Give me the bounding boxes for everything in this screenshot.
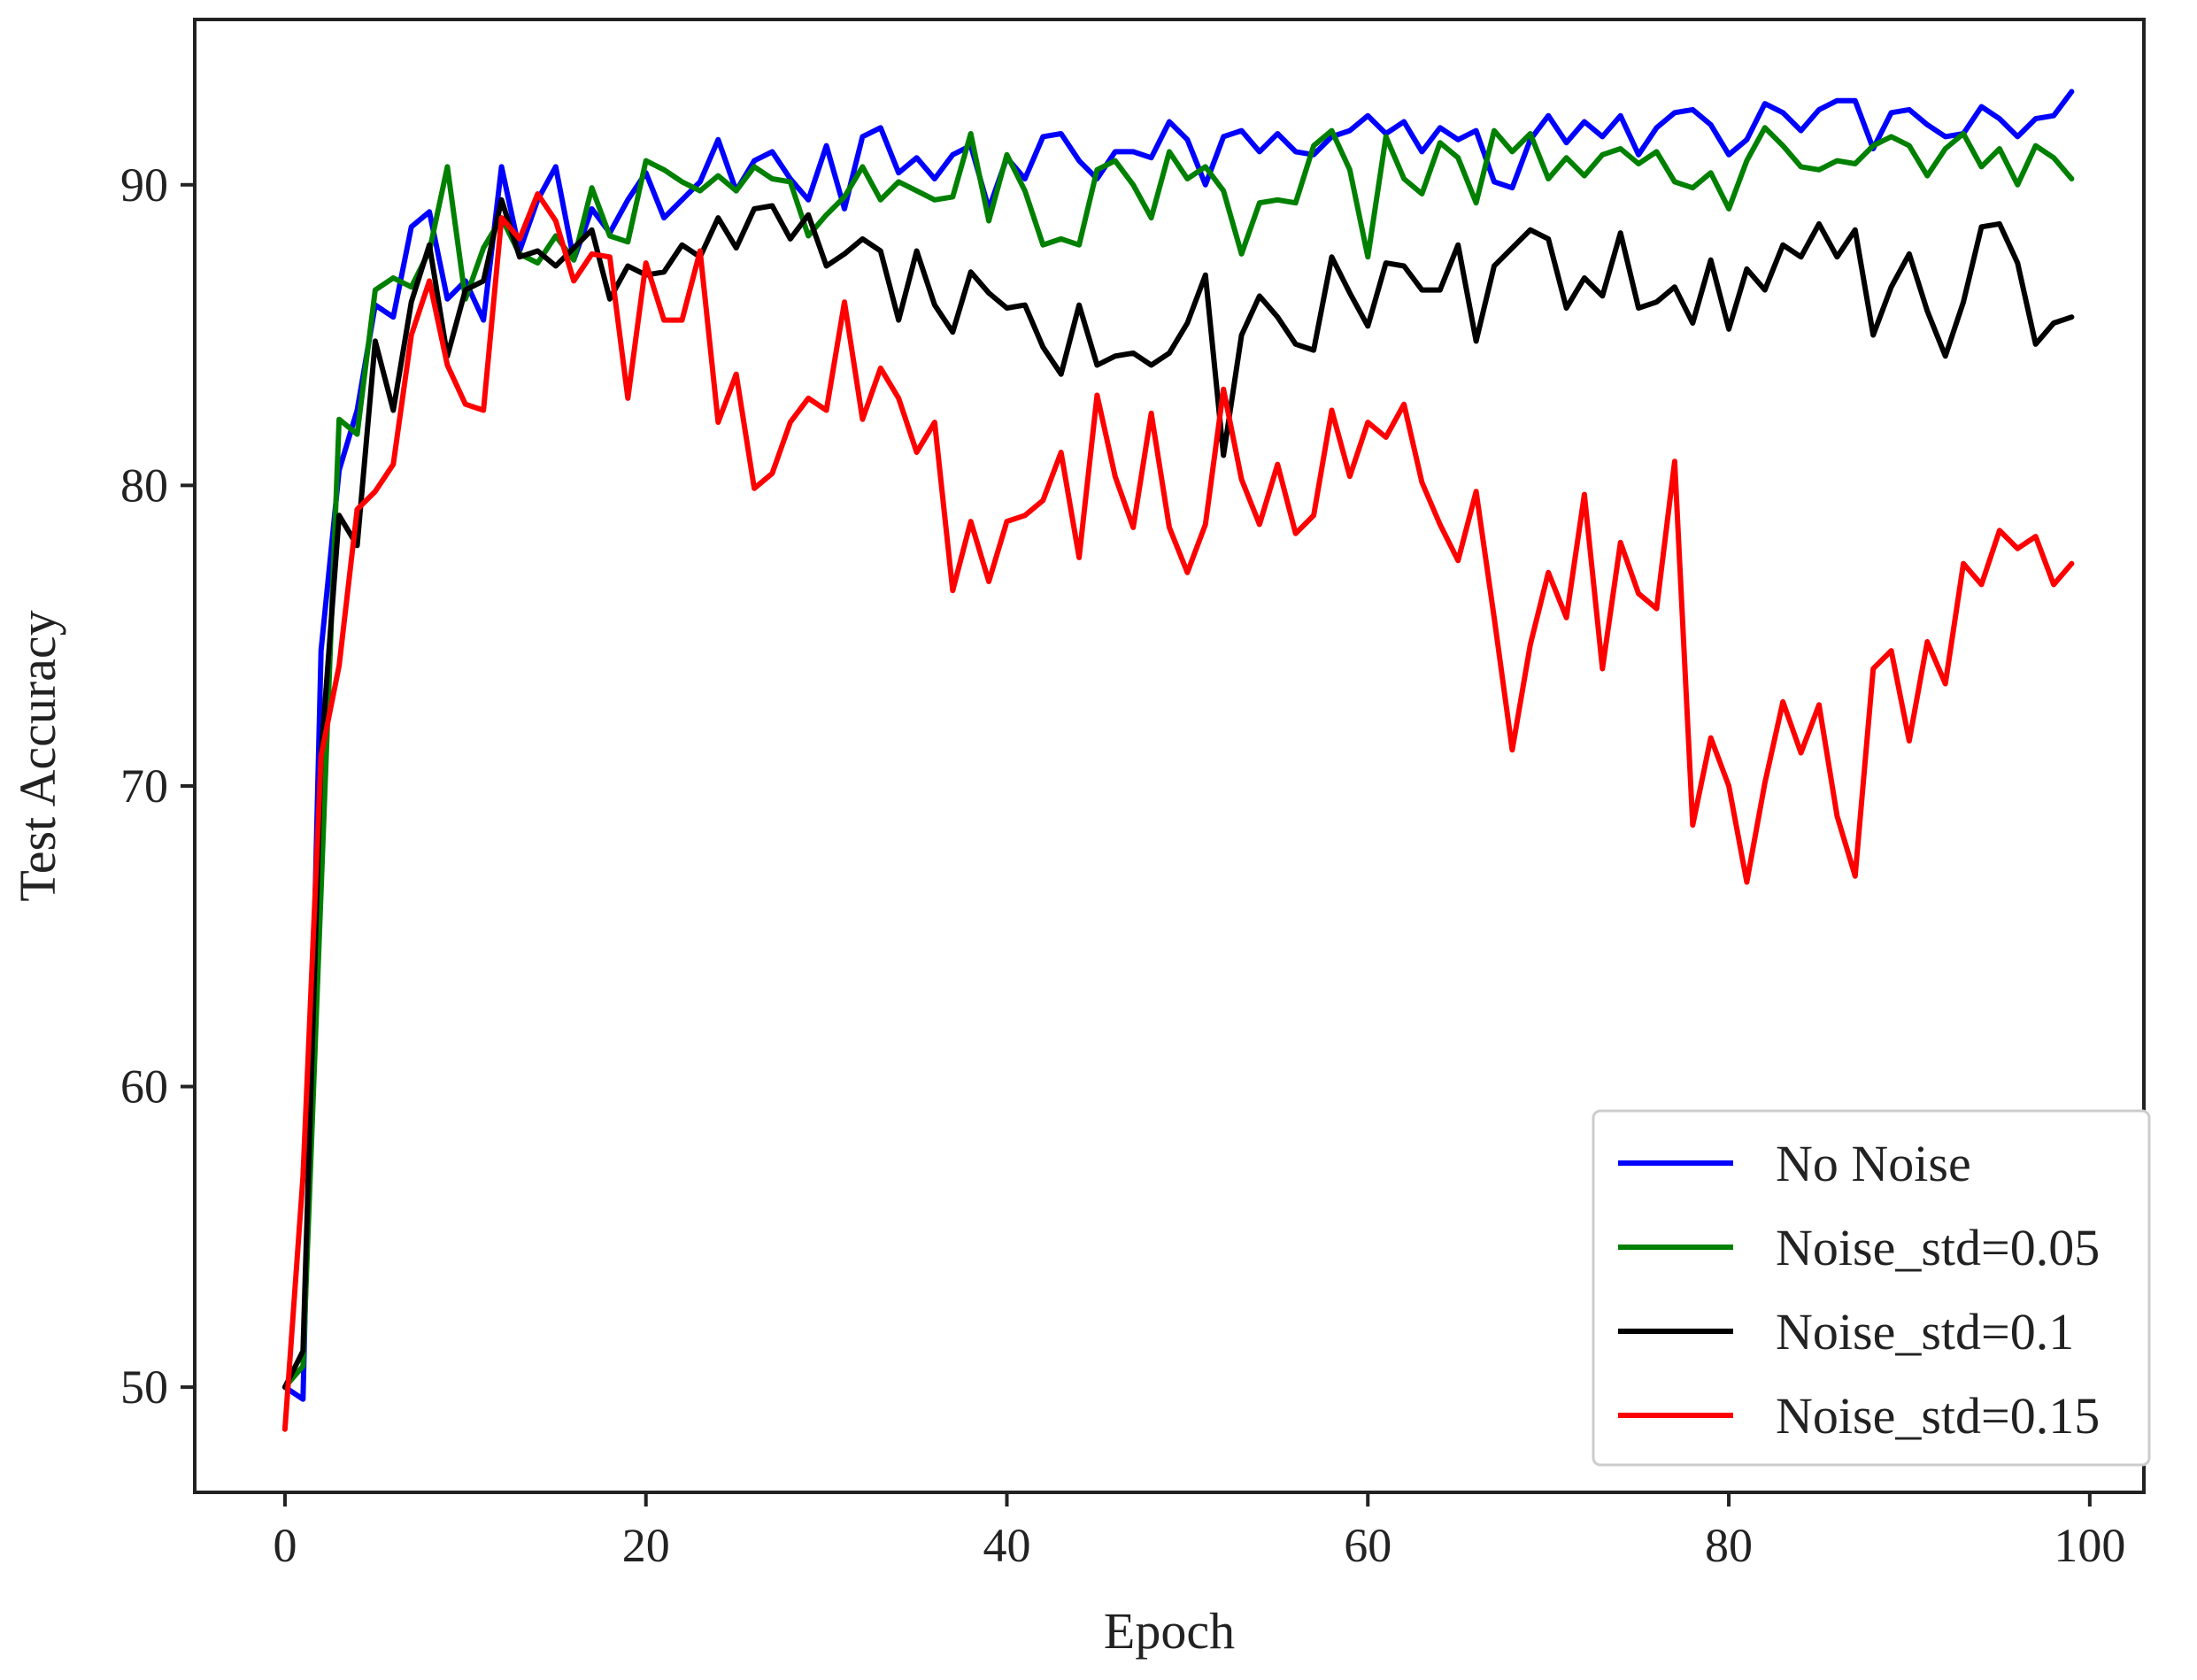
legend-label-3: Noise_std=0.15 <box>1776 1387 2100 1445</box>
x-tick-label: 100 <box>2054 1519 2125 1572</box>
series-line-2 <box>281 197 2075 1391</box>
y-axis-label: Test Accuracy <box>9 610 66 901</box>
series-line-1 <box>281 125 2075 1391</box>
x-tick-label: 80 <box>1705 1519 1753 1572</box>
x-tick-label: 60 <box>1344 1519 1391 1572</box>
legend-label-1: Noise_std=0.05 <box>1776 1219 2100 1276</box>
y-tick-label: 80 <box>120 459 168 512</box>
y-tick-label: 60 <box>120 1060 168 1114</box>
legend-label-0: No Noise <box>1776 1135 1971 1192</box>
legend: No Noise Noise_std=0.05 Noise_std=0.1 Noise… <box>1592 1109 2151 1467</box>
y-axis-ticks: 50 60 70 80 90 <box>120 158 195 1414</box>
x-axis-label: Epoch <box>1104 1602 1235 1660</box>
legend-label-2: Noise_std=0.1 <box>1776 1303 2074 1360</box>
x-tick-label: 20 <box>622 1519 670 1572</box>
legend-box <box>1592 1109 2151 1467</box>
y-tick-label: 50 <box>120 1360 168 1414</box>
x-tick-label: 0 <box>273 1519 297 1572</box>
x-axis-ticks: 0 20 40 60 80 100 <box>273 1492 2125 1572</box>
y-tick-label: 90 <box>120 158 168 212</box>
series-group <box>281 89 2075 1432</box>
y-tick-label: 70 <box>120 759 168 813</box>
series-line-3 <box>281 191 2075 1432</box>
x-tick-label: 40 <box>983 1519 1031 1572</box>
plot-frame <box>193 18 2146 1494</box>
